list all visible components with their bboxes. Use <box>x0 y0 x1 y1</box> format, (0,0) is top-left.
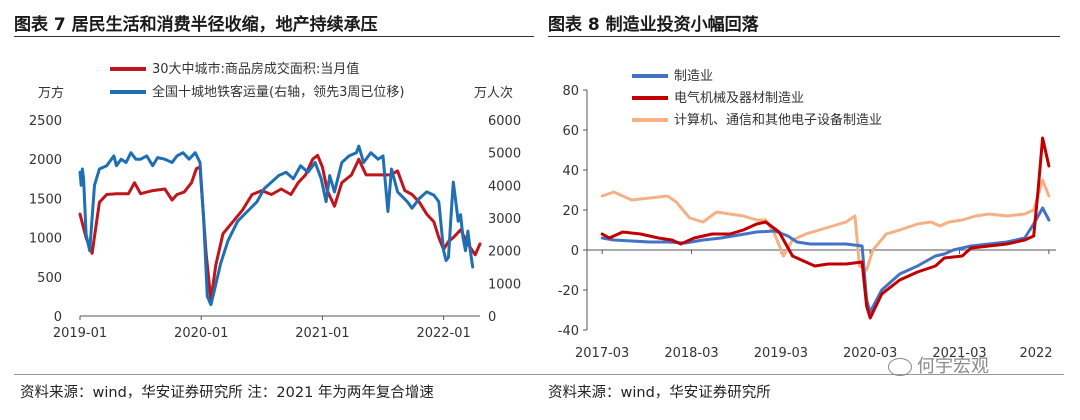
right-unit-label: 万人次 <box>474 85 513 101</box>
right-source-note: 资料来源：wind，华安证券研究所 <box>548 385 771 401</box>
right-x-tick-label: 2021-03 <box>932 346 986 361</box>
left-y2-tick-label: 6000 <box>488 114 521 129</box>
left-legend-label-0: 30大中城市:商品房成交面积:当月值 <box>152 61 359 77</box>
left-chart-title: 图表 7 居民生活和消费半径收缩，地产持续承压 <box>14 15 378 35</box>
right-legend-label-2: 计算机、通信和其他电子设备制造业 <box>674 112 882 128</box>
right-series-line-2 <box>600 178 1051 272</box>
left-x-tick-label: 2019-01 <box>53 326 107 341</box>
left-y-tick-label: 2500 <box>29 114 62 129</box>
watermark: 何宇宏观 <box>888 352 989 378</box>
left-y2-tick-label: 0 <box>488 310 496 325</box>
watermark-text: 何宇宏观 <box>917 356 989 377</box>
right-legend-label-1: 电气机械及器材制造业 <box>674 90 804 106</box>
right-series-line-1 <box>600 136 1051 320</box>
right-y-tick-label: 40 <box>562 164 579 179</box>
left-y-tick-label: 2000 <box>29 153 62 168</box>
left-source-note: 资料来源：wind，华安证券研究所 注：2021 年为两年复合增速 <box>20 385 434 401</box>
left-y-tick-label: 1000 <box>29 232 62 247</box>
left-title-rule <box>14 36 534 37</box>
right-title-rule <box>548 36 1060 37</box>
right-x-tick-label: 2017-03 <box>575 346 629 361</box>
right-y-tick-label: 20 <box>562 204 579 219</box>
right-y-tick-label: 0 <box>571 244 579 259</box>
left-y2-tick-label: 3000 <box>488 212 521 227</box>
right-chart-title: 图表 8 制造业投资小幅回落 <box>548 15 759 35</box>
right-x-tick-label: 2018-03 <box>664 346 718 361</box>
left-x-tick-label: 2022-01 <box>416 326 470 341</box>
right-y-tick-label: -20 <box>558 284 579 299</box>
left-series-line-0 <box>78 153 482 302</box>
right-x-tick-label: 2022 <box>1019 346 1052 361</box>
left-unit-label: 万方 <box>38 85 64 101</box>
footer-rule <box>14 374 1064 375</box>
right-legend-label-0: 制造业 <box>674 69 713 84</box>
right-y-tick-label: 80 <box>562 84 579 99</box>
left-y-tick-label: 1500 <box>29 192 62 207</box>
left-y2-tick-label: 1000 <box>488 277 521 292</box>
left-y2-tick-label: 2000 <box>488 245 521 260</box>
wechat-icon <box>888 358 912 376</box>
left-series-line-1 <box>78 144 475 307</box>
left-y2-tick-label: 5000 <box>488 147 521 162</box>
left-x-tick-label: 2020-01 <box>174 326 228 341</box>
right-x-tick-label: 2020-03 <box>843 346 897 361</box>
left-legend-label-1: 全国十城地铁客运量(右轴，领先3周已位移) <box>152 84 404 100</box>
left-x-tick-label: 2021-01 <box>295 326 349 341</box>
right-y-tick-label: -40 <box>558 324 579 339</box>
left-y2-tick-label: 4000 <box>488 179 521 194</box>
right-y-tick-label: 60 <box>562 124 579 139</box>
right-series-line-0 <box>600 206 1051 314</box>
right-x-tick-label: 2019-03 <box>754 346 808 361</box>
left-y-tick-label: 0 <box>54 310 62 325</box>
left-y-tick-label: 500 <box>37 271 62 286</box>
